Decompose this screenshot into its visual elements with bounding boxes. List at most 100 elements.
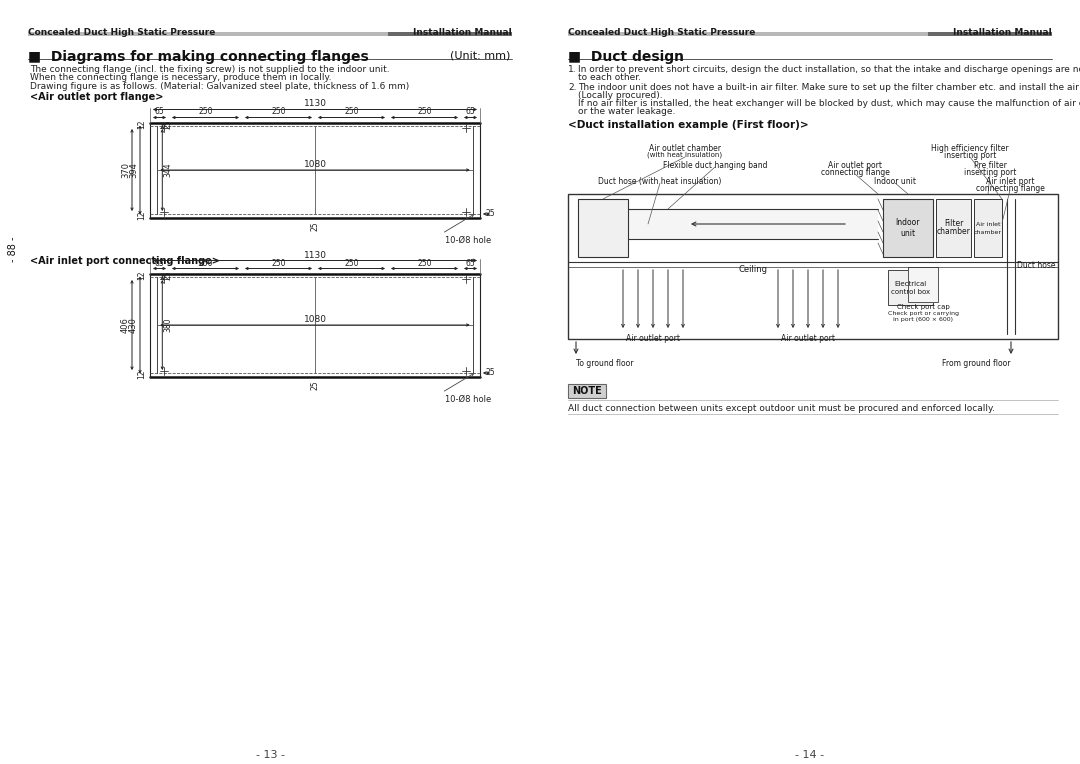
Text: <Air inlet port connecting flange>: <Air inlet port connecting flange> — [30, 255, 220, 266]
Text: 1130: 1130 — [303, 251, 326, 260]
Text: 10-Ø8 hole: 10-Ø8 hole — [445, 394, 491, 403]
Text: NOTE: NOTE — [572, 386, 602, 396]
Text: Installation Manual: Installation Manual — [414, 28, 512, 37]
Bar — [28, 32, 388, 36]
Bar — [974, 199, 1002, 257]
Text: (Locally procured).: (Locally procured). — [578, 91, 663, 100]
Text: 250: 250 — [199, 258, 213, 267]
Text: Electrical: Electrical — [894, 280, 927, 286]
Text: (with heat insulation): (with heat insulation) — [647, 151, 723, 157]
Text: Air inlet port: Air inlet port — [986, 177, 1035, 186]
Bar — [627, 209, 878, 239]
Bar — [936, 199, 971, 257]
Text: 12: 12 — [137, 211, 146, 221]
Text: connecting flange: connecting flange — [821, 168, 890, 177]
Text: to each other.: to each other. — [578, 73, 642, 82]
Text: inserting port: inserting port — [963, 168, 1016, 177]
Bar — [883, 199, 933, 257]
Text: 430: 430 — [129, 317, 138, 333]
Text: Air outlet port: Air outlet port — [828, 161, 882, 170]
Text: <Duct installation example (First floor)>: <Duct installation example (First floor)… — [568, 120, 809, 130]
Text: Air outlet port: Air outlet port — [781, 334, 835, 343]
Text: 1130: 1130 — [303, 99, 326, 108]
Text: 250: 250 — [417, 108, 432, 116]
Text: Check port cap: Check port cap — [896, 304, 949, 310]
Text: 2.: 2. — [568, 83, 577, 92]
Text: 380: 380 — [163, 318, 173, 332]
Bar — [388, 32, 512, 36]
Text: 370: 370 — [121, 162, 130, 178]
Text: <Air outlet port flange>: <Air outlet port flange> — [30, 92, 163, 102]
Text: 12: 12 — [137, 370, 146, 380]
Text: Concealed Duct High Static Pressure: Concealed Duct High Static Pressure — [28, 28, 215, 37]
Text: Flexible duct hanging band: Flexible duct hanging band — [663, 161, 767, 170]
Text: - 88 -: - 88 - — [8, 237, 18, 262]
Text: Check port or carrying: Check port or carrying — [888, 311, 959, 316]
Text: 25: 25 — [486, 209, 496, 219]
Text: Concealed Duct High Static Pressure: Concealed Duct High Static Pressure — [568, 28, 755, 37]
Text: 250: 250 — [271, 258, 286, 267]
Text: High efficiency filter: High efficiency filter — [931, 144, 1009, 153]
Text: 250: 250 — [199, 108, 213, 116]
Text: Air inlet: Air inlet — [975, 222, 1000, 226]
Text: 25: 25 — [163, 119, 173, 129]
Text: All duct connection between units except outdoor unit must be procured and enfor: All duct connection between units except… — [568, 404, 995, 413]
Text: ■  Duct design: ■ Duct design — [568, 50, 684, 64]
Text: From ground floor: From ground floor — [943, 359, 1011, 368]
Text: Filter: Filter — [944, 219, 963, 228]
Text: If no air filter is installed, the heat exchanger will be blocked by dust, which: If no air filter is installed, the heat … — [578, 99, 1080, 108]
Text: Indoor unit: Indoor unit — [874, 177, 916, 186]
Bar — [568, 194, 1058, 339]
Text: 1080: 1080 — [303, 315, 326, 324]
Text: - 13 -: - 13 - — [256, 750, 284, 760]
Text: 65: 65 — [154, 258, 164, 267]
Text: Ceiling: Ceiling — [739, 265, 768, 274]
Text: When the connecting flange is necessary, produce them in locally.: When the connecting flange is necessary,… — [30, 73, 332, 83]
Text: 65: 65 — [465, 108, 475, 116]
Text: connecting flange: connecting flange — [975, 184, 1044, 193]
Text: In order to prevent short circuits, design the duct installation, so that the in: In order to prevent short circuits, desi… — [578, 65, 1080, 74]
Text: 406: 406 — [121, 317, 130, 333]
Text: or the water leakage.: or the water leakage. — [578, 107, 675, 116]
Text: To ground floor: To ground floor — [576, 359, 634, 368]
Text: Drawing figure is as follows. (Material: Galvanized steel plate, thickness of 1.: Drawing figure is as follows. (Material:… — [30, 82, 409, 91]
Text: control box: control box — [891, 289, 930, 294]
Text: (Unit: mm): (Unit: mm) — [449, 50, 510, 60]
Text: Duct hose: Duct hose — [1017, 261, 1055, 270]
Text: 12: 12 — [137, 119, 146, 129]
Text: Air outlet chamber: Air outlet chamber — [649, 144, 721, 153]
Text: 250: 250 — [345, 108, 359, 116]
Text: 12: 12 — [137, 270, 146, 280]
Text: 25: 25 — [163, 270, 173, 280]
Text: 1.: 1. — [568, 65, 577, 74]
Text: Pre filter: Pre filter — [973, 161, 1007, 170]
Bar — [888, 270, 933, 305]
Text: 10-Ø8 hole: 10-Ø8 hole — [445, 235, 491, 244]
Text: The connecting flange (incl. the fixing screw) is not supplied to the indoor uni: The connecting flange (incl. the fixing … — [30, 65, 390, 74]
Text: 344: 344 — [163, 163, 173, 177]
Text: chamber: chamber — [936, 228, 971, 237]
Text: 250: 250 — [271, 108, 286, 116]
Bar — [568, 32, 928, 36]
Bar — [568, 384, 606, 398]
Text: ■  Diagrams for making connecting flanges: ■ Diagrams for making connecting flanges — [28, 50, 368, 64]
Text: 25: 25 — [311, 222, 320, 231]
Text: Installation Manual: Installation Manual — [954, 28, 1052, 37]
Text: Duct hose (with heat insulation): Duct hose (with heat insulation) — [598, 177, 721, 186]
Text: in port (600 × 600): in port (600 × 600) — [893, 317, 953, 322]
Text: 65: 65 — [154, 108, 164, 116]
Text: 1080: 1080 — [303, 160, 326, 169]
Bar — [928, 32, 1052, 36]
Text: 250: 250 — [345, 258, 359, 267]
Text: inserting port: inserting port — [944, 151, 996, 160]
Text: Air outlet port: Air outlet port — [626, 334, 680, 343]
Text: The indoor unit does not have a built-in air filter. Make sure to set up the fil: The indoor unit does not have a built-in… — [578, 83, 1080, 92]
Text: 394: 394 — [129, 162, 138, 178]
Text: 250: 250 — [417, 258, 432, 267]
Bar — [578, 199, 627, 257]
Text: chamber: chamber — [974, 229, 1002, 235]
Text: - 14 -: - 14 - — [796, 750, 824, 760]
Text: Indoor
unit: Indoor unit — [895, 219, 920, 238]
Bar — [908, 267, 939, 302]
Text: 25: 25 — [486, 368, 496, 377]
